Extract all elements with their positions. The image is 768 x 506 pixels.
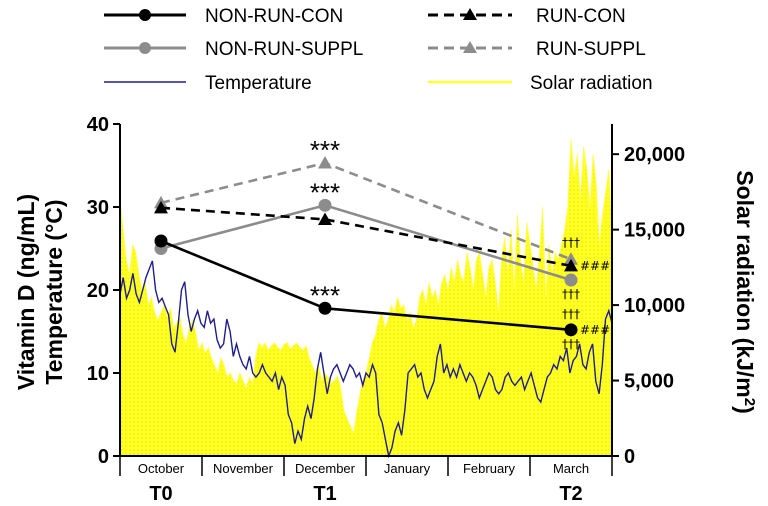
legend-entry-solar-radiation: Solar radiation — [428, 73, 653, 94]
month-label: October — [138, 461, 185, 476]
y-left-title-line2-unit: (°C) — [41, 199, 67, 240]
annotation-layer: *********††††††††††††###### — [310, 135, 610, 351]
vitamin-d-series-layer — [154, 156, 578, 337]
point-run-con — [564, 258, 578, 272]
legend: NON-RUN-CON RUN-CON NON-RUN-SUPPL RUN-SU… — [104, 6, 653, 94]
legend-entry-run-con: RUN-CON — [428, 6, 626, 27]
month-label: March — [553, 461, 589, 476]
dagger-marker: ††† — [562, 307, 580, 321]
significance-marker: *** — [310, 280, 340, 310]
dagger-marker: ††† — [562, 287, 580, 301]
point-non-run-suppl — [564, 273, 578, 287]
y-right-title-end: ) — [732, 406, 758, 414]
y-left-tick-label: 40 — [87, 114, 109, 136]
y-left-title-line2-text: Temperature — [41, 247, 67, 385]
point-non-run-con — [154, 234, 168, 248]
y-left-tick-label: 0 — [98, 446, 109, 468]
y-left-tick-label: 30 — [87, 197, 109, 219]
y-left-tick-label: 20 — [87, 280, 109, 302]
point-non-run-suppl — [318, 198, 332, 212]
solar-radiation-area-layer — [119, 139, 613, 457]
legend-label-run-suppl: RUN-SUPPL — [536, 39, 646, 60]
month-label: January — [384, 461, 431, 476]
y-right-tick-label: 15,000 — [624, 220, 685, 242]
solar-radiation-area — [119, 139, 613, 457]
legend-label-solar-radiation: Solar radiation — [530, 73, 653, 94]
legend-entry-non-run-suppl: NON-RUN-SUPPL — [104, 39, 363, 60]
series-line-run-con — [160, 206, 572, 268]
legend-label-non-run-con: NON-RUN-CON — [205, 6, 343, 27]
month-label: February — [463, 461, 516, 476]
significance-marker: *** — [310, 135, 340, 165]
temperature-line — [119, 260, 613, 459]
y-right-tick-label: 10,000 — [624, 295, 685, 317]
legend-label-temperature: Temperature — [205, 73, 312, 94]
legend-label-non-run-suppl: NON-RUN-SUPPL — [205, 39, 363, 60]
hash-marker: ### — [580, 259, 610, 273]
point-run-con — [154, 200, 168, 214]
axes-layer: 0 10 20 30 40 0 5,000 10,000 15,000 20,000 October… — [87, 114, 685, 505]
legend-label-run-con: RUN-CON — [536, 6, 626, 27]
point-run-con — [318, 212, 332, 225]
point-run-suppl — [318, 156, 332, 169]
legend-entry-run-suppl: RUN-SUPPL — [428, 39, 646, 60]
y-left-title-line2: Temperature (°C) — [41, 199, 67, 384]
point-non-run-con — [318, 301, 332, 315]
point-run-suppl — [564, 252, 578, 265]
dagger-marker: ††† — [562, 337, 580, 351]
timepoint-label: T2 — [559, 483, 582, 505]
significance-marker: *** — [310, 177, 340, 207]
timepoint-label: T1 — [313, 483, 336, 505]
timepoint-label: T0 — [149, 483, 172, 505]
y-left-tick-label: 10 — [87, 363, 109, 385]
hash-marker: ### — [580, 323, 610, 337]
y-right-title-text: Solar radiation (kJ/m — [732, 170, 758, 398]
month-label: December — [295, 461, 356, 476]
legend-entry-non-run-con: NON-RUN-CON — [104, 6, 343, 27]
y-right-title: Solar radiation (kJ/m2) — [732, 170, 758, 414]
y-left-title-line1: Vitamin D (ng/mL) — [13, 194, 39, 390]
dagger-marker: ††† — [562, 235, 580, 249]
y-right-tick-label: 5,000 — [624, 371, 674, 393]
temperature-line-layer — [119, 260, 613, 459]
point-non-run-con — [564, 323, 578, 337]
y-right-title-sup: 2 — [741, 398, 758, 406]
y-right-tick-label: 20,000 — [624, 144, 685, 166]
y-right-tick-label: 0 — [624, 446, 635, 468]
month-label: November — [213, 461, 274, 476]
legend-entry-temperature: Temperature — [104, 73, 312, 94]
